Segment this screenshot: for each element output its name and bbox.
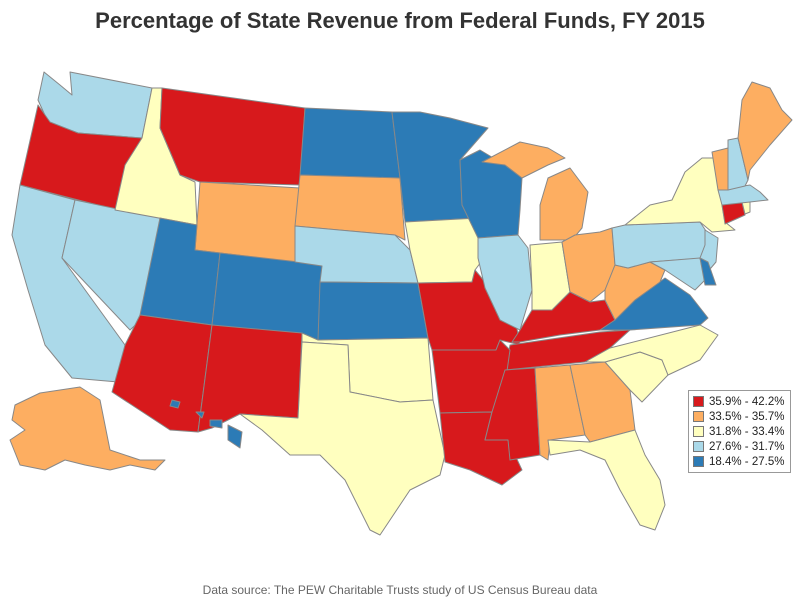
legend-item: 35.9% - 42.2% (693, 394, 784, 409)
state-kansas[interactable] (317, 281, 429, 341)
state-delaware[interactable] (699, 257, 717, 286)
state-connecticut[interactable] (721, 201, 746, 225)
legend-swatch (693, 396, 704, 407)
legend-label: 35.9% - 42.2% (709, 395, 785, 408)
legend-label: 33.5% - 35.7% (709, 410, 785, 423)
legend-swatch (693, 456, 704, 467)
legend-item: 33.5% - 35.7% (693, 409, 784, 424)
state-massachusetts[interactable] (717, 184, 769, 206)
legend-label: 31.8% - 33.4% (709, 425, 785, 438)
state-missouri[interactable] (417, 269, 521, 351)
state-hawaii[interactable] (169, 399, 243, 449)
state-north-dakota[interactable] (299, 107, 401, 179)
state-alaska[interactable] (9, 386, 166, 471)
state-wisconsin[interactable] (459, 149, 523, 239)
page-title: Percentage of State Revenue from Federal… (95, 8, 705, 33)
state-michigan[interactable] (481, 141, 589, 241)
state-arizona[interactable] (111, 314, 213, 433)
legend-swatch (693, 426, 704, 437)
state-montana[interactable] (159, 87, 306, 186)
legend-item: 27.6% - 31.7% (693, 439, 784, 454)
legend: 35.9% - 42.2% 33.5% - 35.7% 31.8% - 33.4… (688, 390, 792, 473)
state-texas[interactable] (239, 341, 446, 536)
legend-label: 27.6% - 31.7% (709, 440, 785, 453)
legend-swatch (693, 441, 704, 452)
state-kentucky[interactable] (511, 291, 616, 343)
legend-item: 18.4% - 27.5% (693, 454, 784, 469)
state-new-hampshire[interactable] (727, 137, 749, 191)
legend-item: 31.8% - 33.4% (693, 424, 784, 439)
legend-label: 18.4% - 27.5% (709, 455, 785, 468)
state-maryland[interactable] (649, 257, 706, 291)
state-maine[interactable] (737, 81, 793, 181)
state-north-carolina[interactable] (584, 324, 719, 376)
state-florida[interactable] (547, 429, 666, 531)
legend-swatch (693, 411, 704, 422)
state-south-dakota[interactable] (294, 174, 406, 241)
state-wyoming[interactable] (194, 181, 301, 263)
data-source-note: Data source: The PEW Charitable Trusts s… (202, 583, 598, 597)
